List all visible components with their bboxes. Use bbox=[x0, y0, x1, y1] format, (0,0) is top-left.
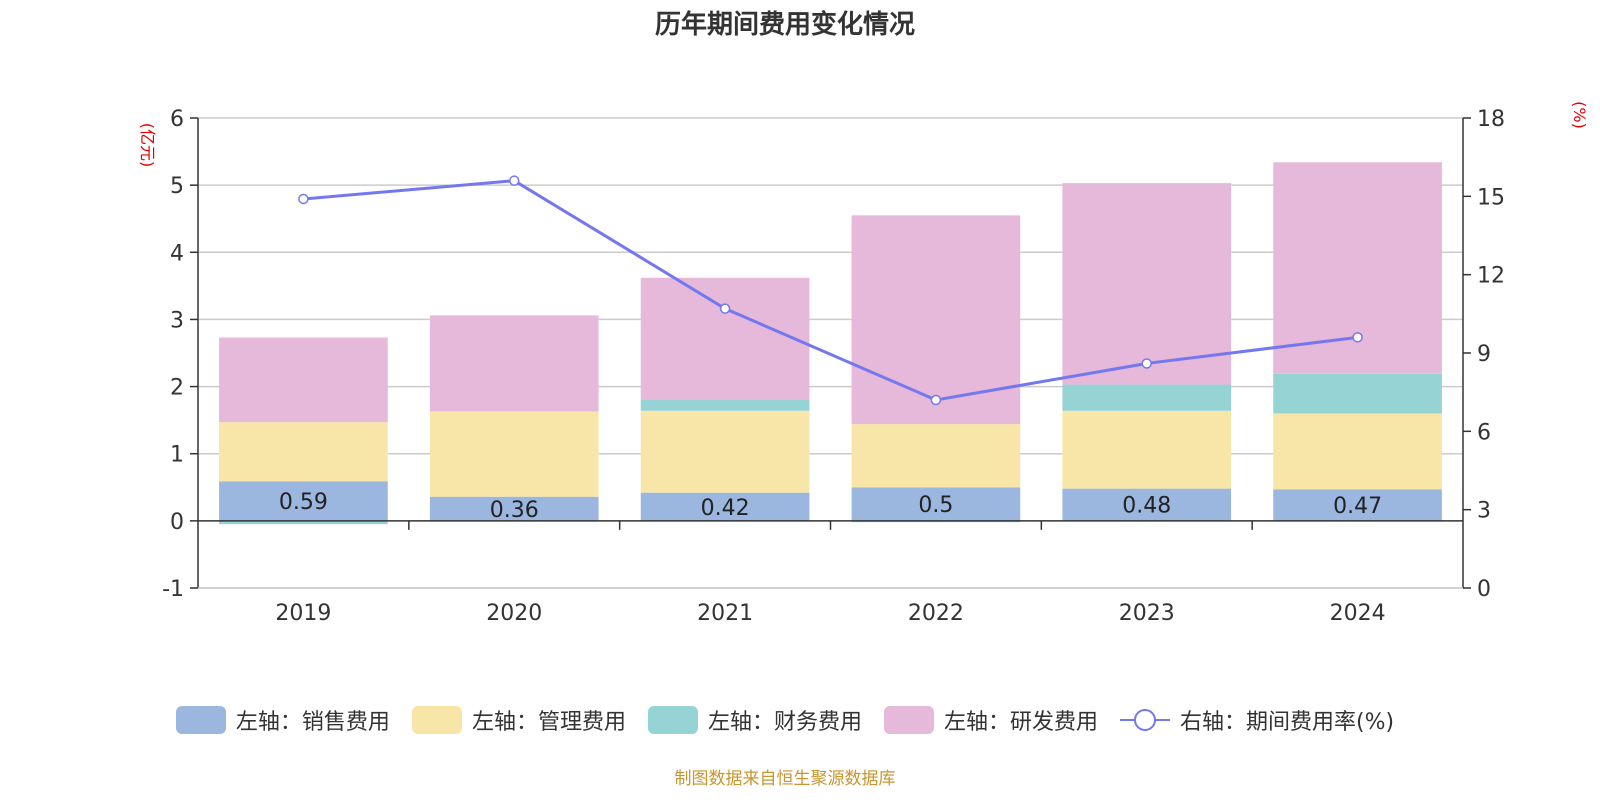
bar-2023-s3 bbox=[1062, 183, 1232, 385]
legend-swatch bbox=[647, 706, 698, 734]
data-label: 0.47 bbox=[1333, 494, 1382, 519]
line-point-2024 bbox=[1352, 332, 1363, 343]
line-point-2019 bbox=[298, 193, 309, 205]
bar-2022-s0 bbox=[851, 487, 1021, 521]
y-left-tick-label: 4 bbox=[170, 241, 184, 266]
legend: 左轴：销售费用 左轴：管理费用 左轴：财务费用 左轴：研发费用 右轴：期间费用率(%) bbox=[0, 704, 1570, 736]
legend-swatch bbox=[175, 706, 226, 734]
chart-title: 历年期间费用变化情况 bbox=[654, 10, 915, 40]
bar-2024-s1 bbox=[1273, 413, 1442, 490]
legend-label: 右轴：期间费用率(%) bbox=[1179, 710, 1395, 735]
y-right-tick-label: 12 bbox=[1477, 264, 1505, 289]
data-label: 0.48 bbox=[1122, 494, 1171, 519]
legend-label: 左轴：管理费用 bbox=[471, 710, 626, 735]
bar-2019-s1 bbox=[219, 422, 388, 482]
bar-2021-s0 bbox=[640, 492, 810, 521]
y-left-tick-label: -1 bbox=[162, 577, 184, 602]
x-tick-label: 2020 bbox=[486, 601, 542, 626]
data-label: 0.59 bbox=[279, 490, 328, 515]
x-tick-label: 2024 bbox=[1330, 601, 1386, 626]
data-label: 0.5 bbox=[918, 493, 953, 518]
legend-swatch bbox=[883, 706, 934, 734]
y-right-tick-label: 15 bbox=[1477, 185, 1505, 210]
data-label-layer: 0.59 0.36 0.42 0.5 0.48 0.47 bbox=[279, 490, 1382, 523]
bar-2023-s1 bbox=[1062, 410, 1232, 489]
line-point-2022 bbox=[930, 394, 942, 406]
y-right-tick-label: 18 bbox=[1477, 107, 1505, 132]
bar-2020-s1 bbox=[429, 411, 599, 497]
y-left-tick-label: 6 bbox=[170, 107, 184, 132]
bar-2023-s2 bbox=[1062, 384, 1232, 411]
bar-2021-s2 bbox=[640, 400, 810, 411]
y-right-tick-label: 0 bbox=[1477, 577, 1491, 602]
x-tick-label: 2022 bbox=[908, 601, 964, 626]
line-point-2023 bbox=[1141, 358, 1152, 369]
y-right-tick-label: 6 bbox=[1477, 420, 1491, 445]
source-footer: 制图数据来自恒生聚源数据库 bbox=[674, 769, 896, 789]
bar-2022-s1 bbox=[851, 424, 1021, 488]
legend-item[interactable]: 左轴：销售费用 bbox=[175, 704, 390, 736]
x-tick-label: 2019 bbox=[275, 601, 331, 626]
bar-2021-s1 bbox=[640, 410, 810, 493]
legend-swatch bbox=[411, 706, 462, 734]
bar-2024-s0 bbox=[1273, 489, 1442, 521]
y-left-tick-label: 2 bbox=[170, 376, 184, 401]
legend-label: 左轴：研发费用 bbox=[943, 710, 1098, 735]
y-axis-right-label: (%) bbox=[1570, 101, 1589, 129]
y-left-tick-label: 5 bbox=[170, 174, 184, 199]
legend-item[interactable]: 左轴：研发费用 bbox=[883, 704, 1098, 736]
legend-label: 左轴：财务费用 bbox=[707, 710, 862, 735]
bar-layer bbox=[219, 162, 1442, 525]
bar-2019-s0 bbox=[219, 481, 388, 521]
bar-2024-s2 bbox=[1273, 373, 1442, 414]
bar-2019-s3 bbox=[219, 337, 388, 423]
legend-label: 左轴：销售费用 bbox=[235, 710, 390, 735]
data-label: 0.42 bbox=[701, 496, 750, 521]
bar-2020-s3 bbox=[429, 315, 599, 412]
legend-item[interactable]: 左轴：管理费用 bbox=[411, 704, 626, 736]
y-right-tick-label: 3 bbox=[1477, 499, 1491, 524]
y-left-tick-label: 0 bbox=[170, 510, 184, 535]
x-tick-label: 2021 bbox=[697, 601, 753, 626]
bar-2020-s0 bbox=[429, 496, 599, 521]
legend-line-marker-icon bbox=[1119, 706, 1170, 734]
line-point-2021 bbox=[719, 303, 731, 314]
line-point-2020 bbox=[509, 175, 520, 186]
y-left-tick-label: 3 bbox=[170, 308, 184, 333]
data-label: 0.36 bbox=[490, 498, 539, 523]
legend-item[interactable]: 右轴：期间费用率(%) bbox=[1119, 704, 1395, 736]
bar-2019-s2 bbox=[219, 520, 388, 525]
line-layer bbox=[298, 175, 1363, 406]
bar-2021-s3 bbox=[640, 277, 810, 400]
x-tick-label: 2023 bbox=[1119, 601, 1175, 626]
y-right-tick-label: 9 bbox=[1477, 342, 1491, 367]
y-axis-left-label: (亿元) bbox=[138, 123, 157, 168]
bar-2023-s0 bbox=[1062, 488, 1232, 521]
legend-item[interactable]: 左轴：财务费用 bbox=[647, 704, 862, 736]
y-left-tick-label: 1 bbox=[170, 443, 184, 468]
line-series bbox=[303, 179, 1358, 402]
bar-2022-s3 bbox=[851, 215, 1021, 425]
